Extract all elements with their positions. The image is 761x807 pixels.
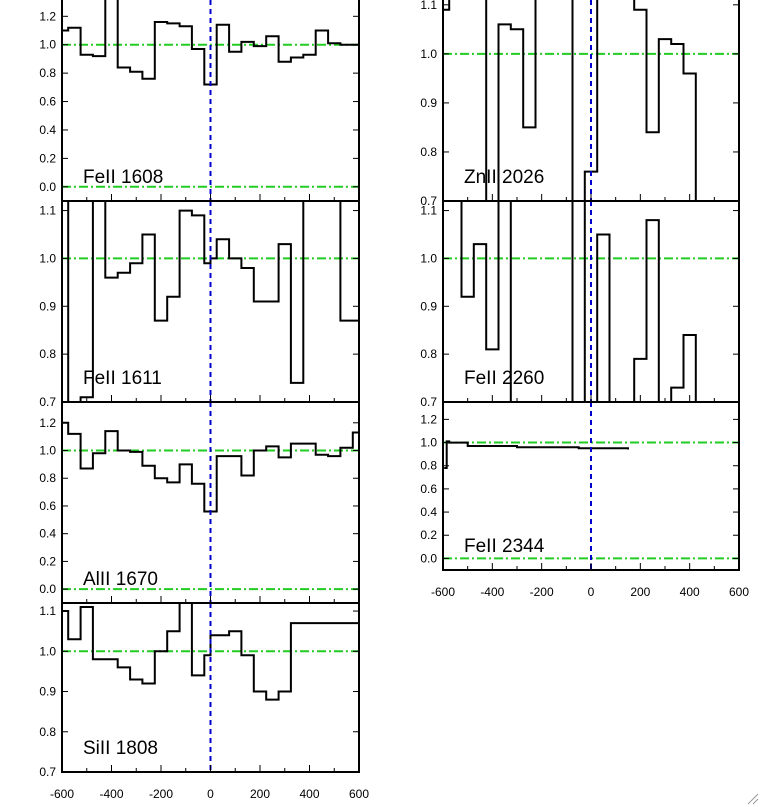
y-tick-label: 0.8 [420, 459, 437, 473]
y-tick-label: 0.4 [39, 123, 56, 137]
y-tick-label: 1.0 [39, 644, 56, 658]
y-tick-label: 0.2 [420, 528, 437, 542]
y-tick-label: 1.2 [39, 9, 56, 23]
y-tick-label: 0.2 [39, 554, 56, 568]
x-tick-label: -400 [99, 787, 123, 801]
ion-label: FeII 2344 [464, 536, 545, 557]
panel-alii-1670: 0.0 0.2 0.4 0.6 0.8 1.0 1.2 AlII 1670 [39, 401, 360, 604]
y-tick-label: 1.1 [39, 604, 56, 618]
y-tick-label: 0.6 [39, 95, 56, 109]
y-tick-label: 0.9 [420, 299, 437, 313]
y-tick-label: 0.0 [39, 582, 56, 596]
x-tick-label: 600 [349, 787, 369, 801]
x-tick-label: -400 [480, 585, 504, 599]
ion-label: AlII 1670 [83, 569, 158, 590]
x-tick-label: 200 [250, 787, 270, 801]
y-tick-label: 1.2 [39, 416, 56, 430]
y-tick-label: 0.0 [39, 180, 56, 194]
y-tick-label: 0.8 [420, 347, 437, 361]
y-tick-label: 0.7 [39, 395, 56, 409]
y-tick-label: 0.8 [420, 145, 437, 159]
y-tick-label: 1.0 [39, 444, 56, 458]
y-tick-label: 1.0 [420, 47, 437, 61]
y-tick-label: 0.0 [420, 551, 437, 565]
x-tick-label: -200 [530, 585, 554, 599]
y-tick-label: 1.0 [39, 251, 56, 265]
x-tick-label: -200 [149, 787, 173, 801]
ion-label: FeII 2260 [464, 368, 544, 389]
spectrum-line [62, 603, 359, 701]
x-tick-label: 400 [680, 585, 700, 599]
y-tick-label: 1.0 [39, 38, 56, 52]
y-tick-label: 0.6 [39, 499, 56, 513]
y-tick-label: 1.0 [420, 436, 437, 450]
x-tick-label: 0 [588, 585, 595, 599]
spectrum-line [444, 440, 629, 469]
panel-feii-2260: 0.7 0.8 0.9 1.0 1.1 FeII 2260 [420, 200, 740, 409]
x-tick-label: 0 [207, 787, 214, 801]
spectrum-line [443, 201, 739, 402]
x-tick-label: 600 [729, 585, 749, 599]
y-tick-label: 1.1 [420, 0, 437, 12]
y-tick-label: 0.4 [39, 527, 56, 541]
ion-label: FeII 1611 [83, 368, 162, 389]
y-tick-label: 0.7 [39, 765, 56, 779]
y-tick-label: 0.8 [39, 66, 56, 80]
y-tick-label: 1.1 [420, 204, 437, 218]
y-tick-label: 1.2 [420, 412, 437, 426]
x-tick-label: -600 [50, 787, 74, 801]
panel-siii-1808: 0.7 0.8 0.9 1.0 1.1 -600 -400 -200 0 200 400 600 SiI… [39, 602, 369, 801]
panel-feii-1611: 0.7 0.8 0.9 1.0 1.1 FeII 1611 [39, 200, 360, 409]
spectrum-line [62, 0, 359, 86]
y-tick-label: 0.9 [39, 299, 56, 313]
y-tick-label: 0.8 [39, 725, 56, 739]
panel-znii-2026: 0.7 0.8 0.9 1.0 1.1 ZnII 2026 [420, 0, 740, 208]
spectrum-line [443, 0, 739, 201]
spectrum-line [62, 201, 359, 402]
y-tick-label: 0.9 [39, 685, 56, 699]
panel-feii-1608: 0.0 0.2 0.4 0.6 0.8 1.0 1.2 FeII 1608 [39, 0, 360, 202]
y-tick-label: 1.0 [420, 251, 437, 265]
y-tick-label: 0.9 [420, 96, 437, 110]
x-tick-label: -600 [431, 585, 455, 599]
ion-label: ZnII 2026 [464, 167, 544, 188]
x-tick-label: 400 [299, 787, 319, 801]
y-tick-label: 0.4 [420, 505, 437, 519]
resize-grip-icon[interactable] [745, 791, 759, 805]
y-tick-label: 1.1 [39, 204, 56, 218]
y-tick-label: 0.6 [420, 482, 437, 496]
ion-label: SiII 1808 [83, 738, 158, 759]
y-tick-label: 0.7 [420, 194, 437, 208]
y-tick-label: 0.2 [39, 151, 56, 165]
panel-feii-2344: 0.0 0.2 0.4 0.6 0.8 1.0 1.2 -600 -400 -200 0 200 400… [420, 401, 749, 599]
ion-label: FeII 1608 [83, 167, 163, 188]
spectrum-line [62, 421, 359, 513]
y-tick-label: 0.8 [39, 347, 56, 361]
x-tick-label: 200 [630, 585, 650, 599]
y-tick-label: 0.8 [39, 471, 56, 485]
y-tick-label: 0.7 [420, 395, 437, 409]
